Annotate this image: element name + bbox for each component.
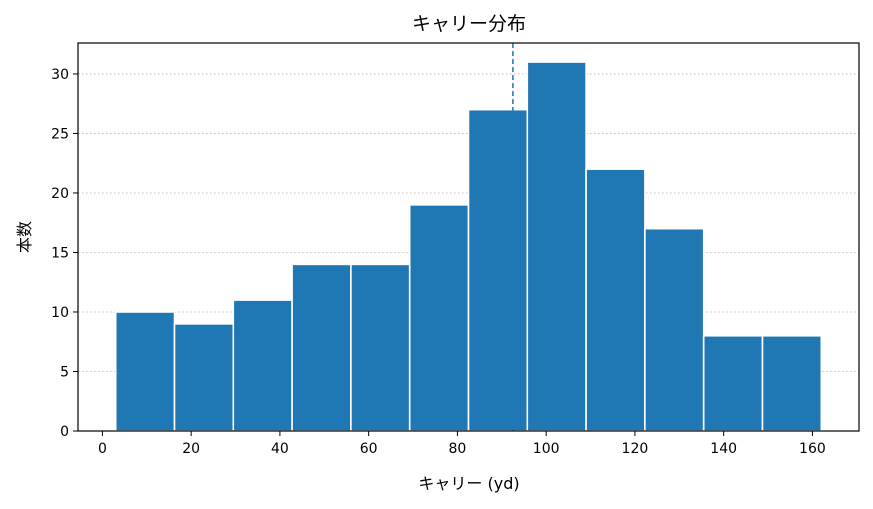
histogram-bar-9 — [644, 227, 705, 432]
histogram-bar-2 — [232, 299, 293, 432]
plot-frame — [77, 42, 860, 432]
histogram-bar-3 — [291, 263, 352, 432]
y-tick-label-0: 0 — [60, 424, 69, 440]
chart-title: キャリー分布 — [412, 13, 526, 35]
x-axis-ticks: 0 20 40 60 80 100 120 140 160 — [98, 431, 826, 457]
y-axis-title: 本数 — [15, 221, 34, 253]
histogram-bar-5 — [408, 204, 470, 432]
x-tick-label-0: 0 — [98, 441, 107, 457]
histogram-bar-4 — [350, 263, 411, 432]
bars — [114, 61, 823, 432]
x-tick-label-5: 100 — [533, 441, 560, 457]
x-tick-label-4: 80 — [448, 441, 466, 457]
x-tick-label-6: 120 — [622, 441, 649, 457]
histogram-bar-6 — [467, 108, 529, 432]
x-tick-label-3: 60 — [360, 441, 378, 457]
y-tick-label-5: 25 — [51, 126, 69, 142]
histogram-bar-11 — [761, 334, 823, 432]
x-tick-label-1: 20 — [182, 441, 200, 457]
x-tick-label-8: 160 — [799, 441, 826, 457]
histogram-bar-10 — [702, 334, 764, 432]
y-tick-label-3: 15 — [51, 245, 69, 261]
y-tick-label-6: 30 — [51, 67, 69, 83]
y-tick-label-4: 20 — [51, 186, 69, 202]
y-tick-label-1: 5 — [60, 364, 69, 380]
x-tick-label-2: 40 — [271, 441, 289, 457]
x-axis-title: キャリー (yd) — [418, 474, 519, 493]
histogram-bar-0 — [114, 311, 176, 432]
y-tick-label-2: 10 — [51, 305, 69, 321]
y-axis-ticks: 0 5 10 15 20 25 30 — [51, 67, 78, 440]
x-tick-label-7: 140 — [710, 441, 737, 457]
histogram-bar-8 — [585, 168, 646, 432]
histogram-bar-7 — [526, 61, 587, 432]
histogram-bar-1 — [173, 323, 235, 432]
